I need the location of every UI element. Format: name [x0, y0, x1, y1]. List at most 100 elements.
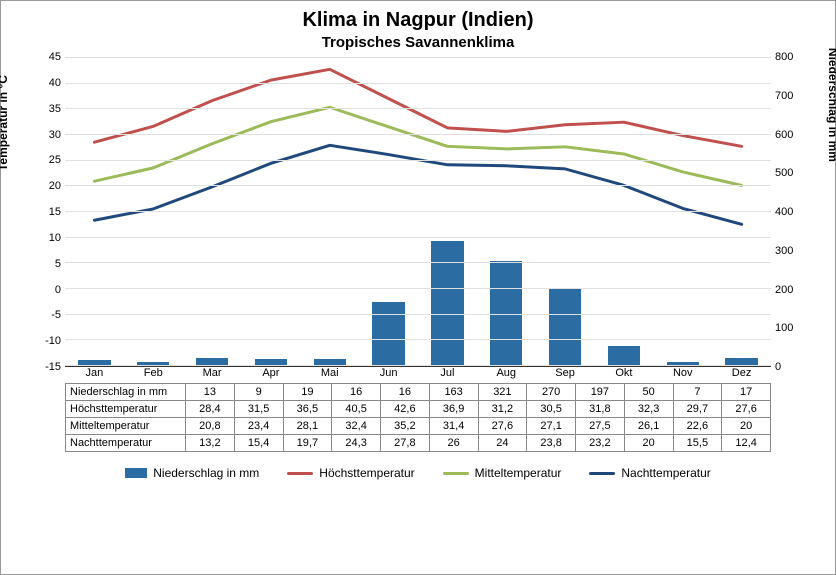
- y-tick-left: -15: [45, 361, 61, 373]
- table-row: Mitteltemperatur20,823,428,132,435,231,4…: [66, 418, 771, 435]
- grid-line: [65, 262, 771, 263]
- row-label: Nachttemperatur: [66, 435, 186, 452]
- x-category: Jun: [380, 367, 398, 379]
- table-cell: 23,2: [576, 435, 625, 452]
- grid-line: [65, 365, 771, 366]
- y-tick-right: 100: [775, 322, 793, 334]
- table-row: Höchsttemperatur28,431,536,540,542,636,9…: [66, 401, 771, 418]
- x-category: Mai: [321, 367, 339, 379]
- y-tick-left: 20: [49, 180, 61, 192]
- grid-line: [65, 57, 771, 58]
- table-cell: 40,5: [332, 401, 381, 418]
- legend-item: Mitteltemperatur: [443, 466, 562, 480]
- table-row: Nachttemperatur13,215,419,724,327,826242…: [66, 435, 771, 452]
- row-label: Höchsttemperatur: [66, 401, 186, 418]
- y-tick-right: 800: [775, 51, 793, 63]
- table-cell: 19: [283, 384, 332, 401]
- table-cell: 19,7: [283, 435, 332, 452]
- table-cell: 13,2: [186, 435, 235, 452]
- legend: Niederschlag in mm Höchsttemperatur Mittel…: [13, 466, 823, 480]
- y-axis-right-label: Niederschlag in mm: [826, 48, 836, 162]
- table-cell: 31,2: [478, 401, 527, 418]
- x-category-row: JanFebMarAprMaiJunJulAugSepOktNovDez: [65, 367, 771, 383]
- table-cell: 31,5: [234, 401, 283, 418]
- table-cell: 20: [722, 418, 771, 435]
- row-label: Mitteltemperatur: [66, 418, 186, 435]
- table-cell: 163: [429, 384, 478, 401]
- table-cell: 17: [722, 384, 771, 401]
- y-tick-left: 10: [49, 232, 61, 244]
- table-cell: 13: [186, 384, 235, 401]
- y-tick-left: 25: [49, 154, 61, 166]
- grid-line: [65, 314, 771, 315]
- x-category: Aug: [496, 367, 516, 379]
- legend-label: Mitteltemperatur: [475, 466, 562, 480]
- grid-line: [65, 185, 771, 186]
- table-cell: 30,5: [527, 401, 576, 418]
- table-cell: 270: [527, 384, 576, 401]
- grid-line: [65, 160, 771, 161]
- y-tick-left: 30: [49, 129, 61, 141]
- table-cell: 29,7: [673, 401, 722, 418]
- table-cell: 31,4: [429, 418, 478, 435]
- x-category: Okt: [615, 367, 632, 379]
- chart-subtitle: Tropisches Savannenklima: [13, 34, 823, 51]
- table-cell: 28,4: [186, 401, 235, 418]
- grid-line: [65, 211, 771, 212]
- table-cell: 27,6: [722, 401, 771, 418]
- plot-row: Temperatur in °C -15-10-5051015202530354…: [13, 57, 823, 367]
- y-tick-right: 400: [775, 206, 793, 218]
- y-tick-left: 40: [49, 77, 61, 89]
- table-cell: 23,8: [527, 435, 576, 452]
- table-cell: 27,5: [576, 418, 625, 435]
- table-cell: 26,1: [624, 418, 673, 435]
- y-tick-left: -5: [51, 309, 61, 321]
- y-tick-right: 500: [775, 167, 793, 179]
- grid-line: [65, 288, 771, 289]
- table-cell: 24: [478, 435, 527, 452]
- y-tick-left: 0: [55, 284, 61, 296]
- legend-swatch-bar: [125, 468, 147, 478]
- legend-swatch-line: [589, 472, 615, 475]
- table-cell: 22,6: [673, 418, 722, 435]
- table-cell: 32,3: [624, 401, 673, 418]
- legend-swatch-line: [287, 472, 313, 475]
- x-category: Dez: [732, 367, 752, 379]
- y-tick-left: 5: [55, 258, 61, 270]
- table-cell: 42,6: [381, 401, 430, 418]
- x-category: Apr: [262, 367, 279, 379]
- table-cell: 23,4: [234, 418, 283, 435]
- y-axis-left: Temperatur in °C -15-10-5051015202530354…: [13, 57, 65, 367]
- table-cell: 32,4: [332, 418, 381, 435]
- y-tick-left: 15: [49, 206, 61, 218]
- table-cell: 36,5: [283, 401, 332, 418]
- table-row: Niederschlag in mm1391916161633212701975…: [66, 384, 771, 401]
- climate-chart: Klima in Nagpur (Indien) Tropisches Sava…: [0, 0, 836, 575]
- legend-label: Höchsttemperatur: [319, 466, 414, 480]
- legend-item: Niederschlag in mm: [125, 466, 259, 480]
- plot-area: [65, 57, 771, 367]
- table-cell: 321: [478, 384, 527, 401]
- table-cell: 27,8: [381, 435, 430, 452]
- table-cell: 50: [624, 384, 673, 401]
- x-category: Jan: [86, 367, 104, 379]
- y-tick-right: 0: [775, 361, 781, 373]
- grid-line: [65, 237, 771, 238]
- x-category: Nov: [673, 367, 693, 379]
- table-cell: 7: [673, 384, 722, 401]
- y-tick-left: 35: [49, 103, 61, 115]
- table-cell: 16: [381, 384, 430, 401]
- table-cell: 20: [624, 435, 673, 452]
- y-tick-left: 45: [49, 51, 61, 63]
- table-cell: 15,4: [234, 435, 283, 452]
- table-cell: 12,4: [722, 435, 771, 452]
- legend-item: Höchsttemperatur: [287, 466, 414, 480]
- legend-item: Nachttemperatur: [589, 466, 710, 480]
- y-tick-right: 300: [775, 245, 793, 257]
- row-label: Niederschlag in mm: [66, 384, 186, 401]
- grid-line: [65, 108, 771, 109]
- table-cell: 9: [234, 384, 283, 401]
- x-category: Mar: [203, 367, 222, 379]
- table-cell: 15,5: [673, 435, 722, 452]
- x-category: Sep: [555, 367, 575, 379]
